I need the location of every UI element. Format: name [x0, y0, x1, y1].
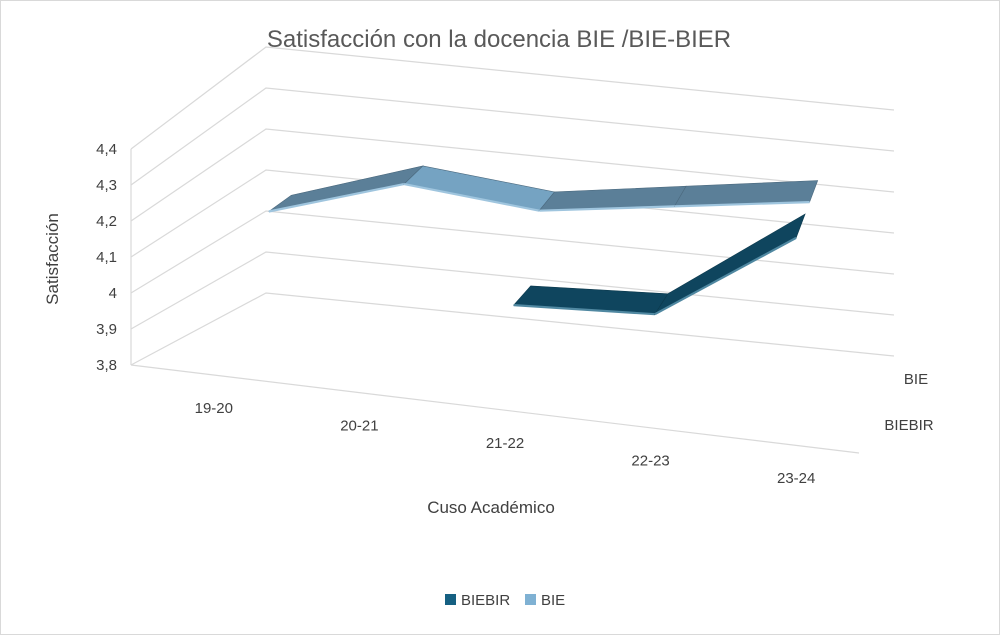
- floor-front-edge: [130, 364, 860, 454]
- y-tick-label: 3,9: [96, 321, 117, 338]
- y-tick-labels: 3,8 3,9 4 4,1 4,2 4,3 4,4: [96, 141, 117, 374]
- legend-label-biebir: BIEBIR: [461, 592, 510, 609]
- depth-labels: BIE BIEBIR: [884, 371, 933, 434]
- chart-title: Satisfacción con la docencia BIE /BIE-BI…: [267, 26, 731, 53]
- series-edge: [674, 201, 810, 208]
- gridline: [130, 210, 895, 294]
- depth-label: BIEBIR: [884, 417, 933, 434]
- series-edge: [539, 205, 675, 212]
- gridline: [130, 292, 895, 366]
- series-biebir[interactable]: [513, 213, 806, 316]
- series-edge: [268, 183, 405, 213]
- y-tick-label: 4,3: [96, 177, 117, 194]
- x-tick-label: 22-23: [631, 453, 669, 470]
- y-tick-label: 4,2: [96, 213, 117, 230]
- x-tick-label: 20-21: [340, 417, 378, 434]
- x-tick-label: 23-24: [777, 470, 815, 487]
- series-edge: [654, 236, 797, 316]
- series-segment: [654, 213, 806, 316]
- y-axis-title: Satisfacción: [43, 213, 62, 305]
- gridline: [130, 87, 895, 186]
- y-tick-label: 4,1: [96, 249, 117, 266]
- series-edge: [513, 304, 655, 316]
- y-tick-label: 4,4: [96, 141, 117, 158]
- x-tick-label: 19-20: [195, 400, 233, 417]
- gridline: [130, 169, 895, 258]
- legend-label-bie: BIE: [541, 592, 565, 609]
- y-tick-label: 3,8: [96, 357, 117, 374]
- x-axis-title: Cuso Académico: [427, 498, 555, 517]
- gridline: [130, 128, 895, 222]
- legend-swatch-biebir: [445, 594, 456, 605]
- x-tick-labels: 19-20 20-21 21-22 22-23 23-24: [195, 400, 816, 487]
- x-tick-label: 21-22: [486, 435, 524, 452]
- gridlines: [130, 46, 895, 366]
- series-layer: [268, 165, 819, 316]
- legend-swatch-bie: [525, 594, 536, 605]
- y-tick-label: 4: [109, 285, 117, 302]
- depth-label: BIE: [904, 371, 928, 388]
- legend[interactable]: BIEBIR BIE: [445, 592, 565, 609]
- series-bie[interactable]: [268, 165, 819, 213]
- gridline: [130, 46, 895, 150]
- series-edge: [403, 183, 540, 212]
